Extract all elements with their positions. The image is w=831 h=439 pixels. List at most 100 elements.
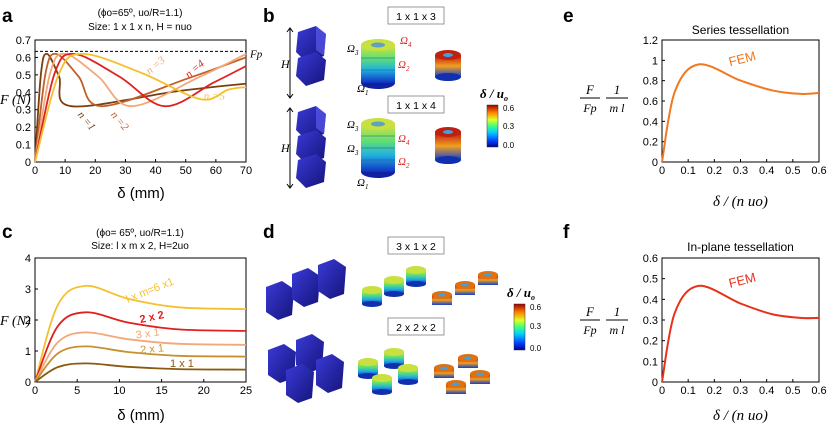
blue-cell-stack-3 xyxy=(296,26,326,86)
y-label-numerator: F xyxy=(585,304,595,319)
y-tick-label: 0.3 xyxy=(643,315,658,327)
y-label-denominator: Fp xyxy=(582,323,596,337)
y-label-denominator-2: m l xyxy=(610,323,626,337)
x-tick-label: 60 xyxy=(210,165,222,177)
x-tick-label: 0.4 xyxy=(759,165,774,177)
x-tick-label: 5 xyxy=(74,385,80,397)
x-axis-label: δ / (n uo) xyxy=(713,408,768,424)
omega-label: Ω4 xyxy=(400,35,412,49)
colorbar-b xyxy=(486,104,499,148)
config-box-1x1x3 xyxy=(387,6,445,25)
y-tick-label: 0.6 xyxy=(643,96,658,108)
y-label-numerator-2: 1 xyxy=(614,304,621,319)
series-line-n5 xyxy=(34,52,247,163)
annotation-line-2: Size: l x m x 2, H=2uo xyxy=(91,241,189,252)
omega-label: Ω4 xyxy=(398,133,410,147)
series-line-n4 xyxy=(34,52,247,163)
x-tick-label: 0.1 xyxy=(681,385,696,397)
y-tick-label: 0.3 xyxy=(16,105,31,117)
x-tick-label: 30 xyxy=(119,165,131,177)
y-tick-label: 0.4 xyxy=(643,294,658,306)
panel-b-illustration: H H 1 x 1 x 3 1 x 1 x 4 xyxy=(280,6,515,191)
x-tick-label: 0.3 xyxy=(733,385,748,397)
x-tick-label: 0.2 xyxy=(707,385,722,397)
x-axis-label: δ (mm) xyxy=(117,407,165,424)
x-tick-label: 0.3 xyxy=(733,165,748,177)
y-tick-label: 1 xyxy=(652,55,658,67)
x-tick-label: 10 xyxy=(59,165,71,177)
y-label-numerator: F xyxy=(585,82,595,97)
x-tick-label: 0.1 xyxy=(681,165,696,177)
x-tick-label: 0 xyxy=(32,385,38,397)
x-tick-label: 0.2 xyxy=(707,165,722,177)
blue-cells-3x1x2 xyxy=(266,259,346,320)
y-axis-label: F (N) xyxy=(0,314,31,329)
series-label-n3: n =3 xyxy=(144,54,168,77)
x-tick-label: 70 xyxy=(240,165,252,177)
x-tick-label: 0.4 xyxy=(759,385,774,397)
deformed-thumbnail-3 xyxy=(435,50,461,81)
omega-label: Ω3 xyxy=(347,43,359,57)
deformed-cells-3x1x2 xyxy=(362,266,498,307)
config-label-3x1x2: 3 x 1 x 2 xyxy=(396,241,436,253)
x-tick-label: 25 xyxy=(240,385,252,397)
series-label-n2: n =2 xyxy=(108,109,131,133)
x-axis-label: δ (mm) xyxy=(117,185,165,202)
y-tick-label: 0.5 xyxy=(16,70,31,82)
config-label-1x1x4: 1 x 1 x 4 xyxy=(396,100,436,112)
x-tick-label: 0.5 xyxy=(785,385,800,397)
x-tick-label: 15 xyxy=(155,385,167,397)
deformed-stack-3 xyxy=(361,39,395,89)
fem-label: FEM xyxy=(727,270,757,291)
x-tick-label: 20 xyxy=(89,165,101,177)
annotation-line-1: (ϕo=65º, uo/R=1.1) xyxy=(98,8,183,19)
series-line-1 xyxy=(34,311,247,383)
y-tick-label: 0.6 xyxy=(643,253,658,265)
x-tick-label: 0.5 xyxy=(785,165,800,177)
omega-label: Ω3 xyxy=(347,119,359,133)
config-label-1x1x3: 1 x 1 x 3 xyxy=(396,11,436,23)
series-line-n3 xyxy=(34,52,247,163)
series-label-n4: n =4 xyxy=(183,58,207,81)
chart-a: 0 10 20 30 40 50 60 70 0 0.1 0.2 0.3 0.4 0.5 0.6 0.7 (ϕo… xyxy=(0,8,263,202)
chart-f: 0 0.1 0.2 0.3 0.4 0.5 0.6 0 0.1 0.2 0.3 0.4 0.5 0.6 In… xyxy=(580,240,827,424)
y-tick-label: 0.4 xyxy=(643,116,658,128)
colorbar-tick: 0.0 xyxy=(503,141,515,150)
y-tick-label: 0.4 xyxy=(16,87,31,99)
y-axis-label: F (N) xyxy=(0,93,31,108)
chart-c: 0 5 10 15 20 25 0 1 2 3 4 (ϕo= 65º, uo/R=1.1) Size: … xyxy=(0,228,252,424)
y-tick-label: 0 xyxy=(652,157,658,169)
y-label-numerator-2: 1 xyxy=(614,82,621,97)
y-label-denominator-2: m l xyxy=(610,101,626,115)
series-line-4 xyxy=(34,362,247,383)
panel-label-e: e xyxy=(563,6,574,27)
colorbar-tick: 0.3 xyxy=(503,122,515,131)
omega-label: Ω1 xyxy=(357,177,368,191)
colorbar-d xyxy=(513,303,526,351)
y-label-denominator: Fp xyxy=(582,101,596,115)
config-label-2x2x2: 2 x 2 x 2 xyxy=(396,322,436,334)
x-tick-label: 0.6 xyxy=(811,385,826,397)
y-tick-label: 0.1 xyxy=(643,356,658,368)
y-tick-label: 2 xyxy=(25,315,31,327)
fem-label: FEM xyxy=(727,48,757,69)
omega-label: Ω2 xyxy=(398,59,410,73)
series-label-1: 2 x 2 xyxy=(139,309,165,326)
height-label-top: H xyxy=(280,57,291,71)
y-tick-label: 0.6 xyxy=(16,52,31,64)
chart-title: In-plane tessellation xyxy=(687,240,794,254)
series-label-4: 1 x 1 xyxy=(170,358,194,370)
x-tick-label: 0 xyxy=(659,165,665,177)
panel-label-a: a xyxy=(2,6,13,27)
x-tick-label: 0.6 xyxy=(811,165,826,177)
y-tick-label: 3 xyxy=(25,284,31,296)
x-axis-label: δ / (n uo) xyxy=(713,194,768,210)
chart-e: 0 0.1 0.2 0.3 0.4 0.5 0.6 0 0.2 0.4 0.6 0.8 1 1.2 Seri… xyxy=(580,23,827,210)
series-line-n1 xyxy=(34,52,247,163)
colorbar-title-b: δ / uo xyxy=(480,86,508,103)
y-tick-label: 0.2 xyxy=(16,122,31,134)
y-tick-label: 0.2 xyxy=(643,137,658,149)
deformed-thumbnail-4 xyxy=(435,127,461,164)
series-label-n1: n =1 xyxy=(75,109,98,133)
series-label-0: l x m=6 x1 xyxy=(124,276,175,306)
